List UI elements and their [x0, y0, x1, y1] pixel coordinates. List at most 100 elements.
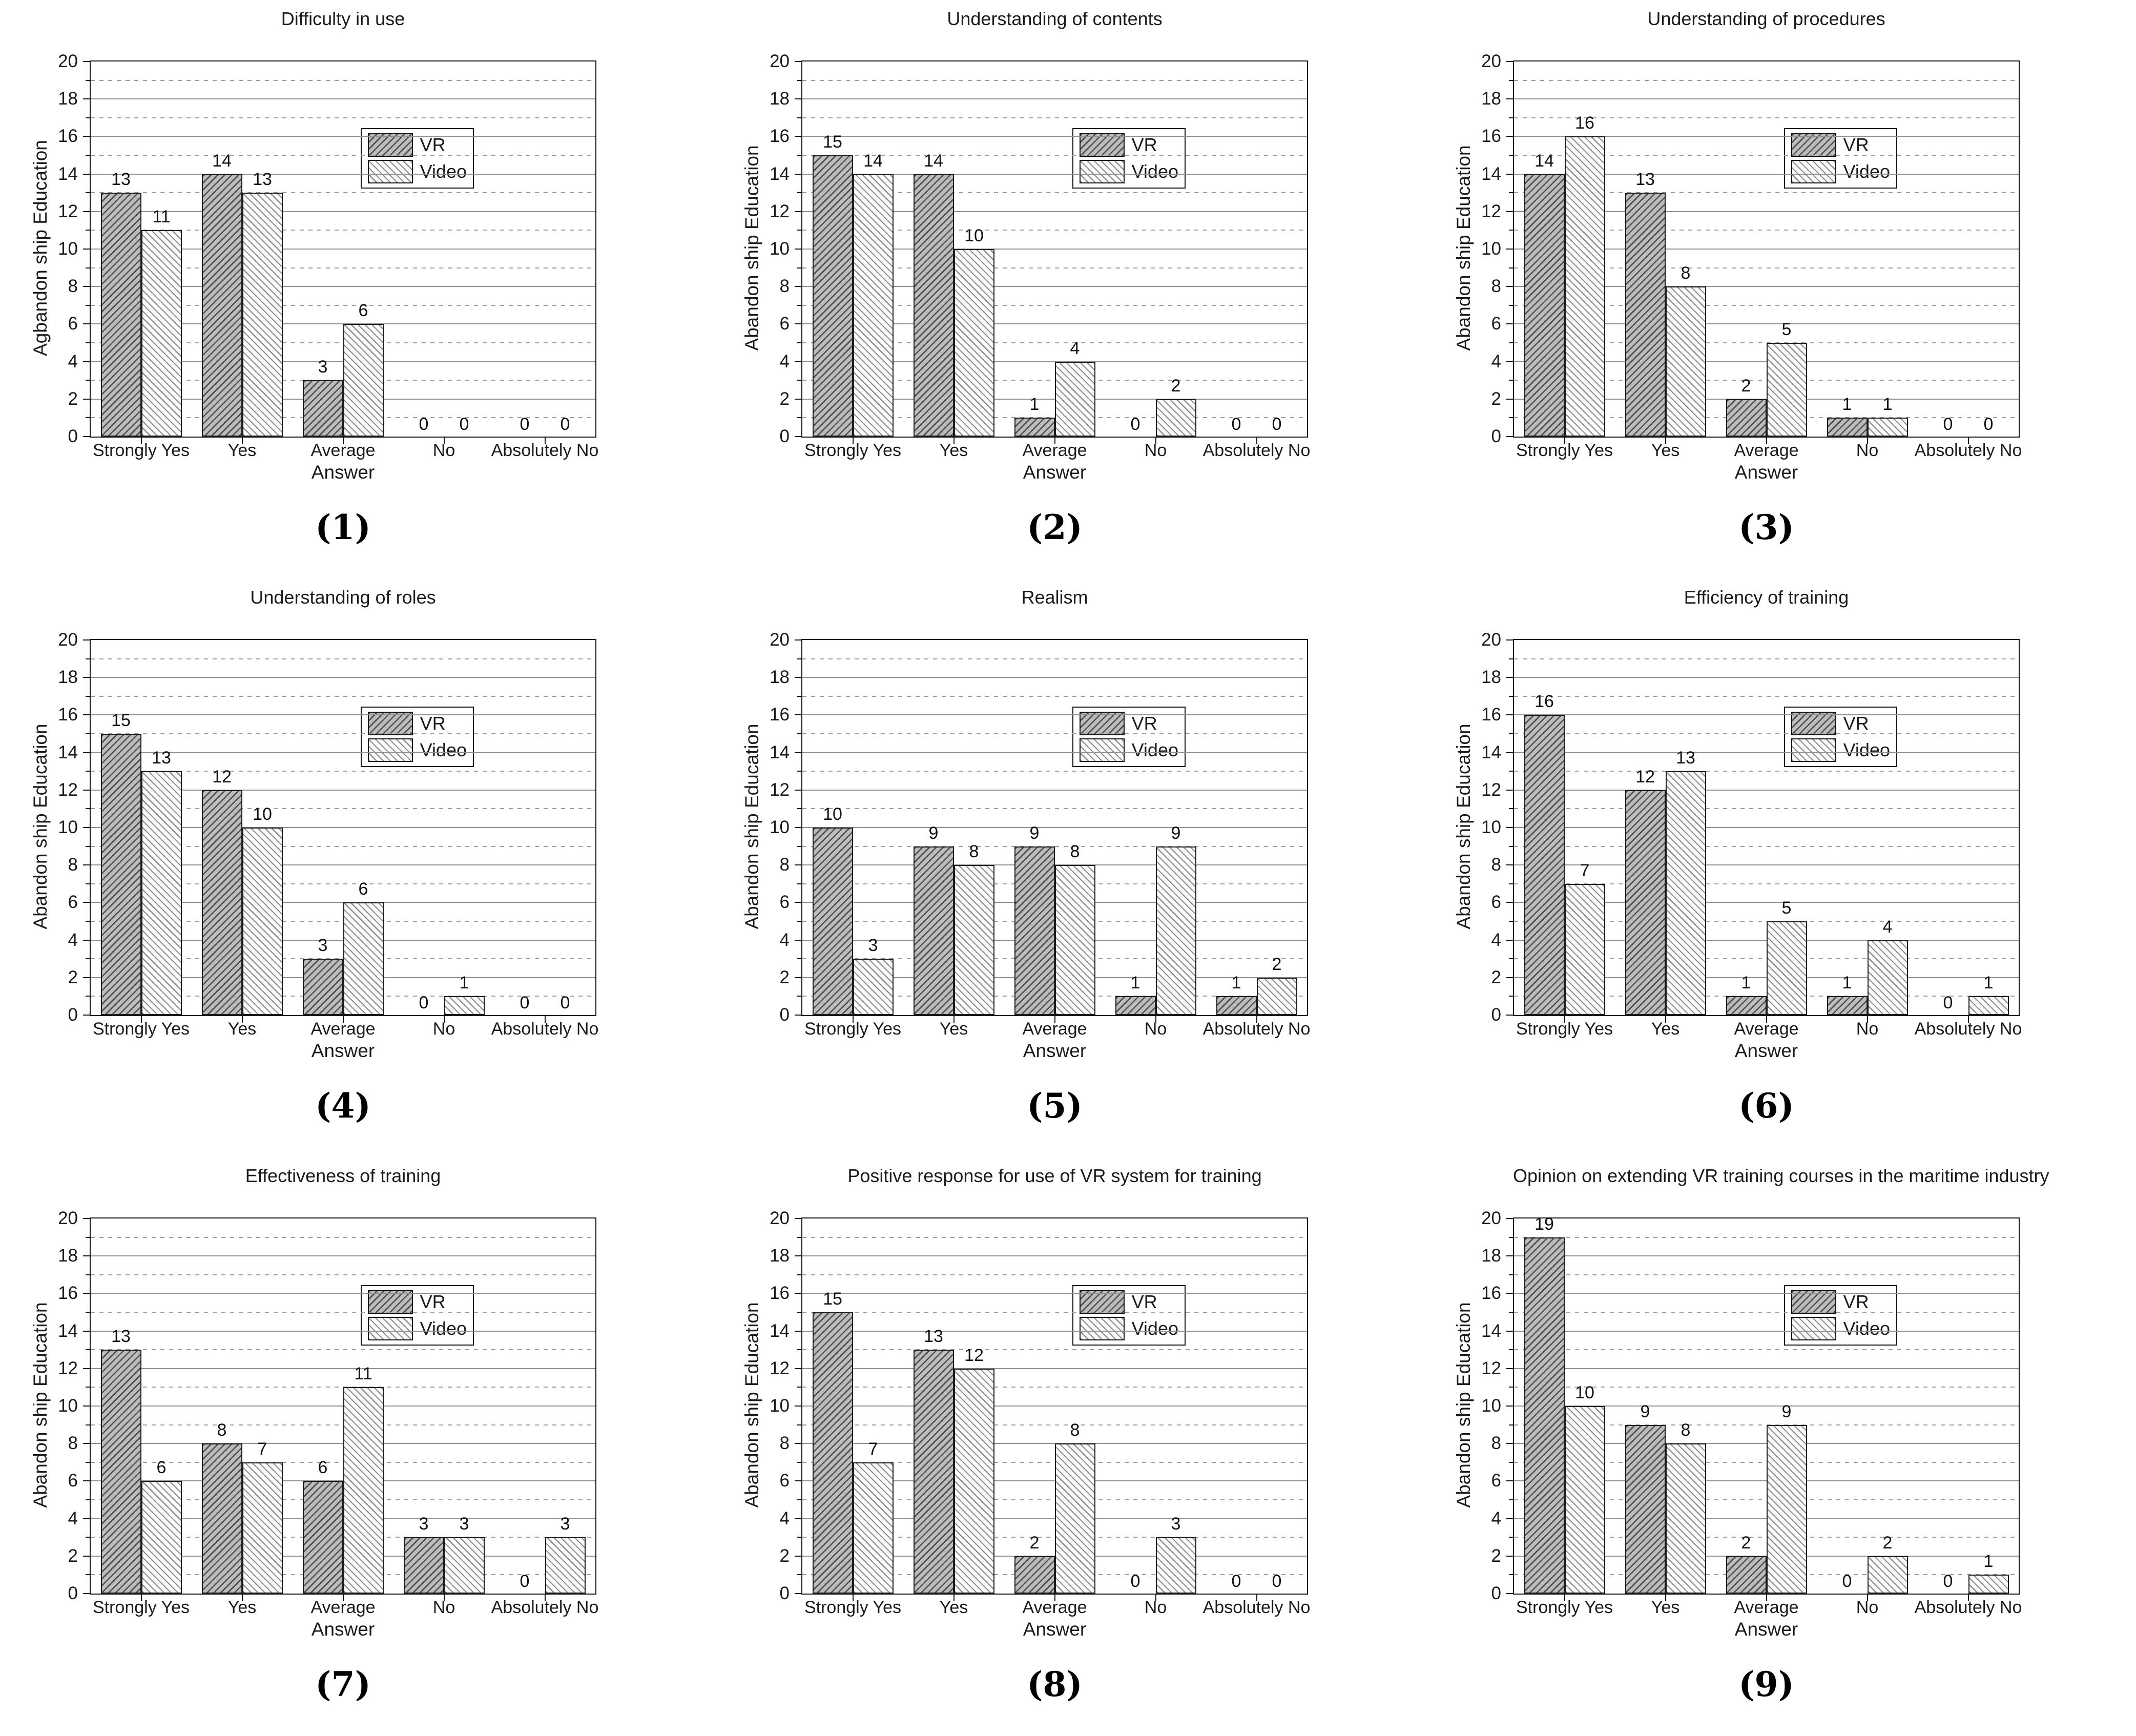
y-tick-label: 14	[1481, 1320, 1501, 1341]
bar-value-label: 1	[1029, 395, 1040, 414]
gridline	[91, 79, 595, 81]
bar-vr	[100, 734, 141, 1015]
gridline	[802, 192, 1307, 194]
bar-value-label: 3	[459, 1514, 469, 1534]
y-minor-tick-mark	[86, 267, 90, 268]
bar-value-label: 10	[964, 226, 984, 245]
x-category-label: Absolutely No	[491, 1598, 599, 1617]
chart-cell: Opinion on extending VR training courses…	[1423, 1157, 2135, 1735]
x-category-label: Strongly Yes	[804, 1598, 902, 1617]
y-minor-tick-mark	[1509, 996, 1513, 997]
gridline	[91, 267, 595, 268]
bar-value-label: 7	[257, 1439, 267, 1459]
y-tick-label: 18	[770, 1246, 790, 1266]
y-tick-label: 2	[1491, 967, 1501, 987]
gridline	[91, 230, 595, 231]
gridline	[91, 883, 595, 884]
bar-value-label: 13	[1676, 748, 1695, 768]
plot-area: VR Video 10 3 9 8 9 8 1 9 1 2	[801, 639, 1308, 1016]
y-minor-tick-mark	[86, 883, 90, 884]
x-category-label: Average	[310, 1019, 376, 1039]
y-tick-mark	[1506, 1518, 1513, 1519]
y-tick-mark	[795, 1480, 801, 1482]
y-tick-mark	[795, 864, 801, 866]
y-tick-label: 16	[770, 1283, 790, 1304]
y-minor-tick-mark	[797, 1537, 801, 1538]
x-tick-mark	[1564, 438, 1565, 444]
y-tick-mark	[83, 173, 90, 175]
x-category-label: Strongly Yes	[92, 1598, 190, 1617]
y-minor-tick-mark	[797, 304, 801, 306]
y-tick-mark	[1506, 714, 1513, 716]
video-hatch-swatch-icon	[1791, 1317, 1836, 1340]
x-tick-mark	[953, 1595, 955, 1601]
bar-value-label: 8	[1070, 842, 1080, 861]
bar-value-label: 7	[1580, 861, 1590, 880]
y-tick-label: 16	[1481, 126, 1501, 147]
vr-hatch-swatch-icon	[1791, 133, 1836, 157]
y-tick-mark	[83, 1368, 90, 1369]
y-tick-mark	[795, 173, 801, 175]
chart-caption: (1)	[315, 507, 371, 547]
legend-label-vr: VR	[1843, 713, 1869, 734]
y-minor-tick-mark	[1509, 117, 1513, 118]
y-tick-label: 10	[770, 817, 790, 837]
x-tick-mark	[1967, 1016, 1969, 1023]
gridline	[91, 752, 595, 753]
y-minor-tick-mark	[86, 380, 90, 381]
bar-video	[444, 1537, 485, 1594]
y-tick-mark	[795, 436, 801, 437]
gridline	[1514, 136, 2019, 137]
y-tick-mark	[83, 323, 90, 325]
y-tick-mark	[1506, 249, 1513, 250]
y-minor-tick-mark	[797, 771, 801, 772]
bar-value-label: 13	[111, 1327, 131, 1346]
gridline	[1514, 267, 2019, 268]
bar-value-label: 14	[212, 151, 232, 171]
legend-item-video: Video	[1791, 1317, 1890, 1340]
x-category-label: Average	[1734, 1598, 1799, 1617]
x-tick-mark	[1967, 1595, 1969, 1601]
bar-vr	[302, 959, 343, 1015]
bar-video	[1766, 921, 1807, 1015]
gridline	[1514, 1293, 2019, 1294]
y-tick-label: 14	[58, 163, 78, 184]
gridline	[802, 1274, 1307, 1275]
legend: VR Video	[360, 707, 474, 767]
y-tick-mark	[83, 1518, 90, 1519]
bar-value-label: 9	[928, 823, 939, 843]
legend-label-vr: VR	[420, 1291, 446, 1312]
bar-value-label: 1	[1983, 1552, 1994, 1571]
x-category-label: Yes	[227, 1598, 257, 1617]
y-tick-label: 12	[770, 201, 790, 221]
y-tick-mark	[795, 939, 801, 941]
y-tick-label: 10	[1481, 817, 1501, 837]
bar-value-label: 0	[1272, 1572, 1282, 1591]
x-axis-label: Answer	[1023, 1040, 1087, 1061]
y-tick-mark	[83, 1443, 90, 1444]
bar-value-label: 10	[1575, 1383, 1594, 1402]
x-axis-label: Answer	[1023, 462, 1087, 483]
legend-item-vr: VR	[1079, 712, 1178, 735]
bar-video	[141, 230, 182, 437]
y-tick-mark	[83, 939, 90, 941]
x-tick-mark	[342, 1016, 344, 1023]
bar-value-label: 8	[1681, 263, 1691, 283]
bar-value-label: 0	[1130, 1572, 1140, 1591]
x-tick-mark	[443, 438, 445, 444]
x-tick-mark	[953, 1016, 955, 1023]
y-tick-label: 0	[779, 1583, 790, 1603]
gridline	[91, 136, 595, 137]
bar-vr	[100, 193, 141, 437]
y-tick-mark	[1506, 61, 1513, 62]
x-category-label: Strongly Yes	[1516, 1598, 1613, 1617]
y-minor-tick-mark	[86, 921, 90, 922]
bar-video	[1054, 865, 1095, 1015]
y-minor-tick-mark	[797, 958, 801, 960]
bar-value-label: 13	[152, 748, 171, 768]
bar-video	[1766, 1425, 1807, 1594]
y-tick-mark	[795, 1593, 801, 1594]
y-tick-mark	[83, 1593, 90, 1594]
bar-value-label: 6	[318, 1458, 328, 1477]
gridline	[802, 304, 1307, 306]
